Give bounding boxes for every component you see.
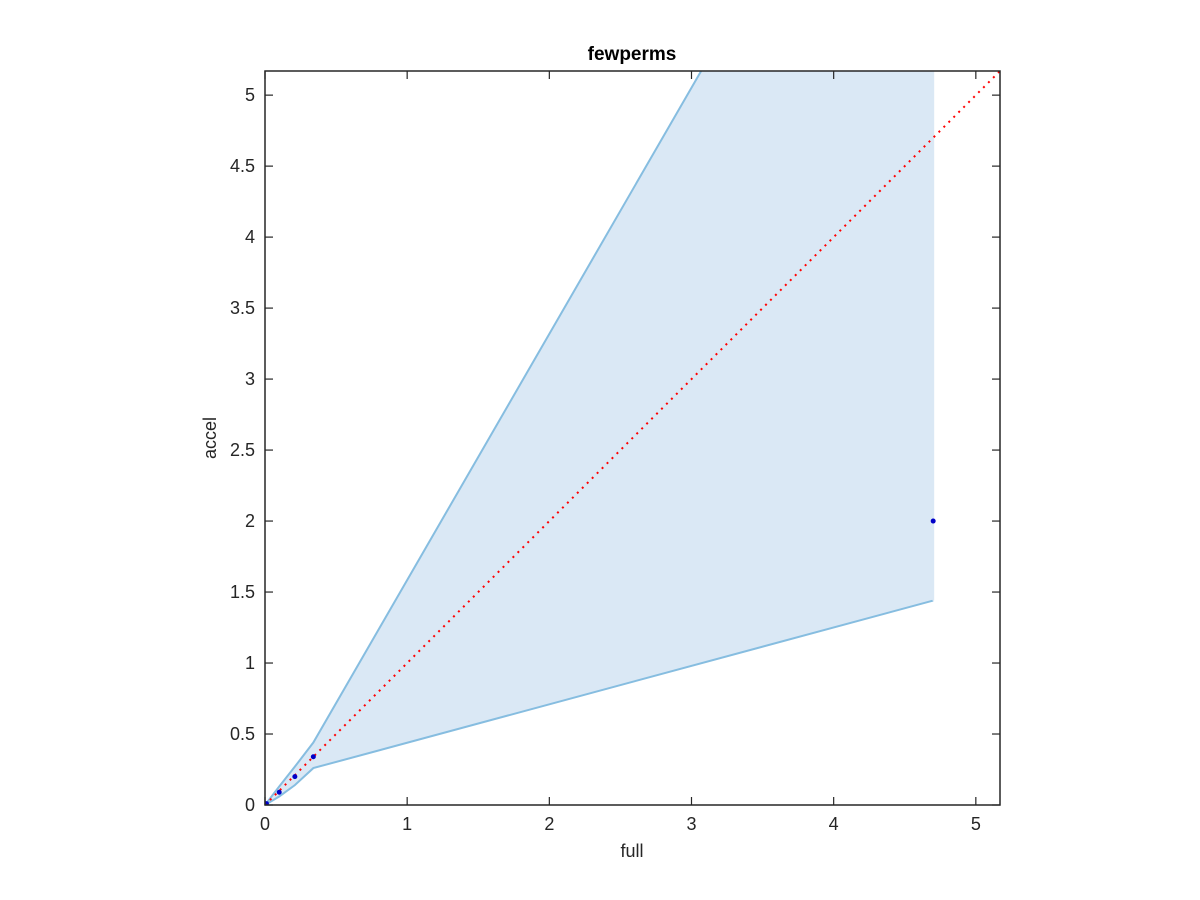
y-tick-label: 1.5 [230, 582, 255, 602]
y-tick-label: 0 [245, 795, 255, 815]
y-tick-label: 2.5 [230, 440, 255, 460]
axes: 0 1 2 3 4 5 0 0.5 1 1.5 2 2.5 3 3.5 4 4.5 5 [230, 70, 1001, 834]
band-area [265, 71, 934, 805]
x-tick-label: 1 [402, 814, 412, 834]
x-axis-label: full [620, 841, 643, 861]
x-tick-label: 3 [686, 814, 696, 834]
y-tick-label: 5 [245, 85, 255, 105]
reference-line [265, 71, 1000, 805]
x-tick-label: 0 [260, 814, 270, 834]
y-axis-label: accel [200, 417, 220, 459]
point [265, 801, 269, 805]
y-tick-label: 1 [245, 653, 255, 673]
y-tick-label: 4 [245, 227, 255, 247]
x-tick-label: 5 [971, 814, 981, 834]
x-tick-label: 2 [544, 814, 554, 834]
y-tick-label: 3 [245, 369, 255, 389]
point [930, 518, 936, 524]
y-tick-label: 3.5 [230, 298, 255, 318]
x-tick-label: 4 [829, 814, 839, 834]
y-tick-label: 0.5 [230, 724, 255, 744]
point [292, 774, 298, 780]
plot-area [265, 71, 1000, 805]
band-edge [265, 599, 934, 805]
point [276, 789, 282, 795]
axes-box [264, 70, 1001, 806]
chart-title: fewperms [588, 44, 677, 65]
y-tick-label: 4.5 [230, 156, 255, 176]
y-tick-label: 2 [245, 511, 255, 531]
point [310, 754, 316, 760]
band-edge [265, 71, 703, 805]
